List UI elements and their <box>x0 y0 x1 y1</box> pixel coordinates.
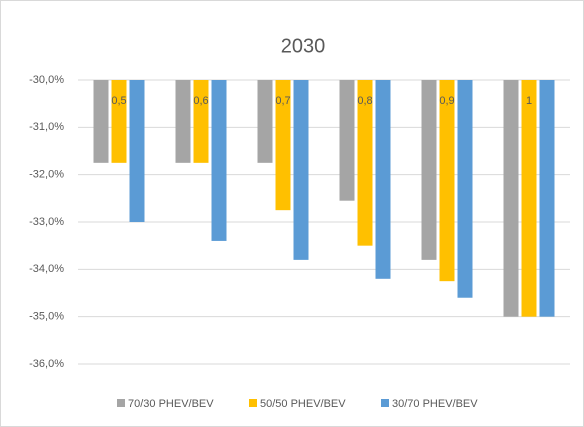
category-label: 0,5 <box>111 95 126 107</box>
bar <box>193 80 209 163</box>
y-tick-label: -31,0% <box>29 121 64 133</box>
bar <box>129 80 145 222</box>
category-label: 0,6 <box>193 95 208 107</box>
bar <box>275 80 291 211</box>
category-label: 1 <box>526 95 532 107</box>
bar <box>375 80 391 279</box>
bar <box>457 80 473 298</box>
y-tick-label: -33,0% <box>29 216 64 228</box>
category-label: 0,7 <box>275 95 290 107</box>
bar <box>111 80 127 163</box>
y-tick-label: -30,0% <box>29 74 64 86</box>
bar <box>421 80 437 260</box>
legend-swatch <box>381 399 389 407</box>
legend-label: 70/30 PHEV/BEV <box>128 398 214 410</box>
y-tick-label: -32,0% <box>29 169 64 181</box>
bar <box>521 80 537 317</box>
bar <box>175 80 191 163</box>
category-label: 0,8 <box>357 95 372 107</box>
legend-swatch <box>117 399 125 407</box>
y-tick-label: -34,0% <box>29 263 64 275</box>
bar <box>93 80 109 163</box>
legend-swatch <box>249 399 257 407</box>
legend-label: 30/70 PHEV/BEV <box>392 398 478 410</box>
bar <box>257 80 273 163</box>
bar <box>211 80 227 241</box>
bar <box>357 80 373 246</box>
y-tick-label: -36,0% <box>29 358 64 370</box>
bar <box>503 80 519 317</box>
chart-title: 2030 <box>281 35 326 57</box>
bar <box>439 80 455 282</box>
legend-label: 50/50 PHEV/BEV <box>260 398 346 410</box>
bar <box>339 80 355 201</box>
bar <box>293 80 309 260</box>
bar <box>539 80 555 317</box>
category-label: 0,9 <box>439 95 454 107</box>
y-tick-label: -35,0% <box>29 311 64 323</box>
